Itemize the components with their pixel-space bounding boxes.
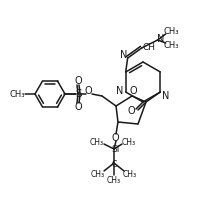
Text: C: C (111, 160, 117, 169)
Text: CH₃: CH₃ (122, 138, 136, 147)
Text: Si: Si (112, 145, 120, 154)
Text: N: N (157, 34, 164, 44)
Text: CH₃: CH₃ (9, 90, 25, 99)
Text: CH: CH (142, 42, 155, 51)
Text: O: O (74, 102, 82, 112)
Text: N: N (162, 91, 169, 101)
Text: CH₃: CH₃ (91, 169, 105, 178)
Text: S: S (76, 89, 82, 99)
Text: CH₃: CH₃ (107, 176, 121, 185)
Text: CH₃: CH₃ (90, 138, 104, 147)
Text: O: O (74, 76, 82, 86)
Text: O: O (129, 86, 137, 96)
Text: O: O (84, 86, 92, 96)
Text: N: N (116, 86, 123, 96)
Text: CH₃: CH₃ (164, 26, 179, 35)
Text: N: N (120, 50, 127, 60)
Text: CH₃: CH₃ (123, 169, 137, 178)
Text: CH₃: CH₃ (164, 40, 179, 50)
Text: O: O (111, 133, 119, 143)
Text: O: O (127, 106, 135, 116)
